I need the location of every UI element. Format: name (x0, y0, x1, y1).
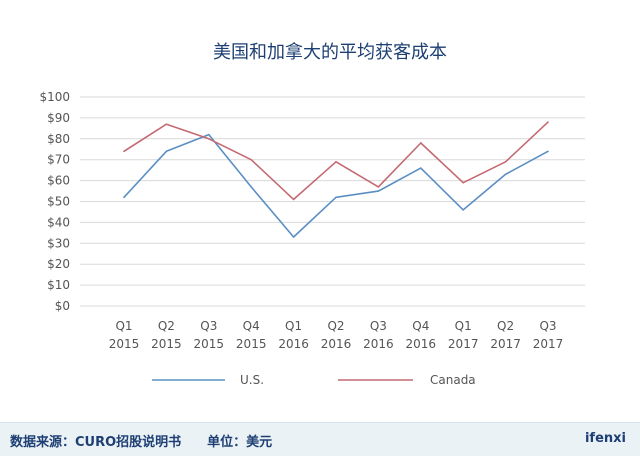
y-tick-label: $30 (47, 236, 70, 250)
chart-title: 美国和加拿大的平均获客成本 (213, 41, 447, 63)
data-point (420, 167, 422, 169)
series-line (123, 121, 549, 201)
data-point (123, 196, 125, 199)
y-tick-label: $60 (47, 174, 70, 188)
y-tick-label: $80 (47, 132, 70, 146)
legend-label: U.S. (240, 373, 264, 387)
y-tick-label: $20 (47, 257, 70, 271)
data-point (462, 181, 465, 184)
x-tick-label: Q1 (455, 319, 472, 333)
data-point (462, 209, 465, 211)
data-point (250, 158, 252, 161)
data-point (335, 160, 337, 163)
data-point (547, 150, 549, 153)
y-tick-label: $100 (39, 90, 70, 104)
x-tick-label: 2017 (533, 337, 564, 351)
data-point (123, 150, 125, 153)
x-tick-label: Q3 (370, 319, 387, 333)
y-tick-label: $70 (47, 153, 70, 167)
y-tick-label: $10 (47, 278, 70, 292)
brand-logo-text: ifenxi (584, 431, 626, 446)
data-point (165, 123, 168, 125)
x-tick-label: 2016 (278, 337, 309, 351)
y-tick-label: $50 (47, 195, 70, 209)
series-lines (123, 121, 549, 238)
y-tick-label: $0 (55, 299, 70, 313)
chart-svg: 美国和加拿大的平均获客成本 $0 $10 $20 $30 $40 $50 $60 $70 $80… (39, 41, 585, 387)
x-tick-label: 2015 (151, 337, 182, 351)
x-tick-label: Q2 (497, 319, 514, 333)
series-line (123, 133, 549, 238)
y-axis-tick-labels: $0 $10 $20 $30 $40 $50 $60 $70 $80 $90 $100 (39, 90, 70, 313)
data-point (208, 138, 210, 140)
x-tick-label: 2016 (363, 337, 394, 351)
data-point (208, 133, 210, 136)
footer: 数据来源：CURO招股说明书 单位：美元 ifenxi (0, 422, 640, 456)
x-tick-label: Q2 (158, 319, 175, 333)
legend: U.S. Canada (152, 373, 476, 387)
x-tick-label: 2015 (236, 337, 267, 351)
x-tick-label: Q2 (327, 319, 344, 333)
source-note: 数据来源：CURO招股说明书 单位：美元 (10, 435, 273, 450)
chart: 美国和加拿大的平均获客成本 $0 $10 $20 $30 $40 $50 $60 $70 $80… (39, 41, 585, 387)
data-point (547, 121, 549, 123)
x-axis-tick-labels: Q1 2015 Q2 2015 Q3 2015 Q4 2015 Q1 2016 Q2 2016 Q3 20… (109, 319, 564, 351)
x-tick-label: 2016 (406, 337, 437, 351)
x-tick-label: 2017 (448, 337, 479, 351)
legend-label: Canada (430, 373, 476, 387)
data-point (377, 186, 380, 188)
x-tick-label: 2015 (109, 337, 140, 351)
x-tick-label: Q1 (285, 319, 302, 333)
data-point (377, 190, 380, 192)
y-tick-label: $40 (47, 215, 70, 229)
x-tick-label: Q1 (115, 319, 132, 333)
data-point (504, 173, 507, 176)
data-point (292, 198, 295, 201)
x-tick-label: Q4 (243, 319, 260, 333)
y-tick-label: $90 (47, 111, 70, 125)
x-tick-label: Q4 (412, 319, 429, 333)
x-tick-label: 2015 (194, 337, 225, 351)
x-tick-label: Q3 (539, 319, 556, 333)
x-tick-label: 2016 (321, 337, 352, 351)
x-tick-label: Q3 (200, 319, 217, 333)
data-point (335, 196, 337, 199)
data-point (504, 160, 507, 163)
x-tick-label: 2017 (490, 337, 521, 351)
data-point (250, 186, 252, 188)
data-point (165, 150, 168, 153)
data-point (420, 142, 422, 144)
data-point (292, 236, 295, 238)
